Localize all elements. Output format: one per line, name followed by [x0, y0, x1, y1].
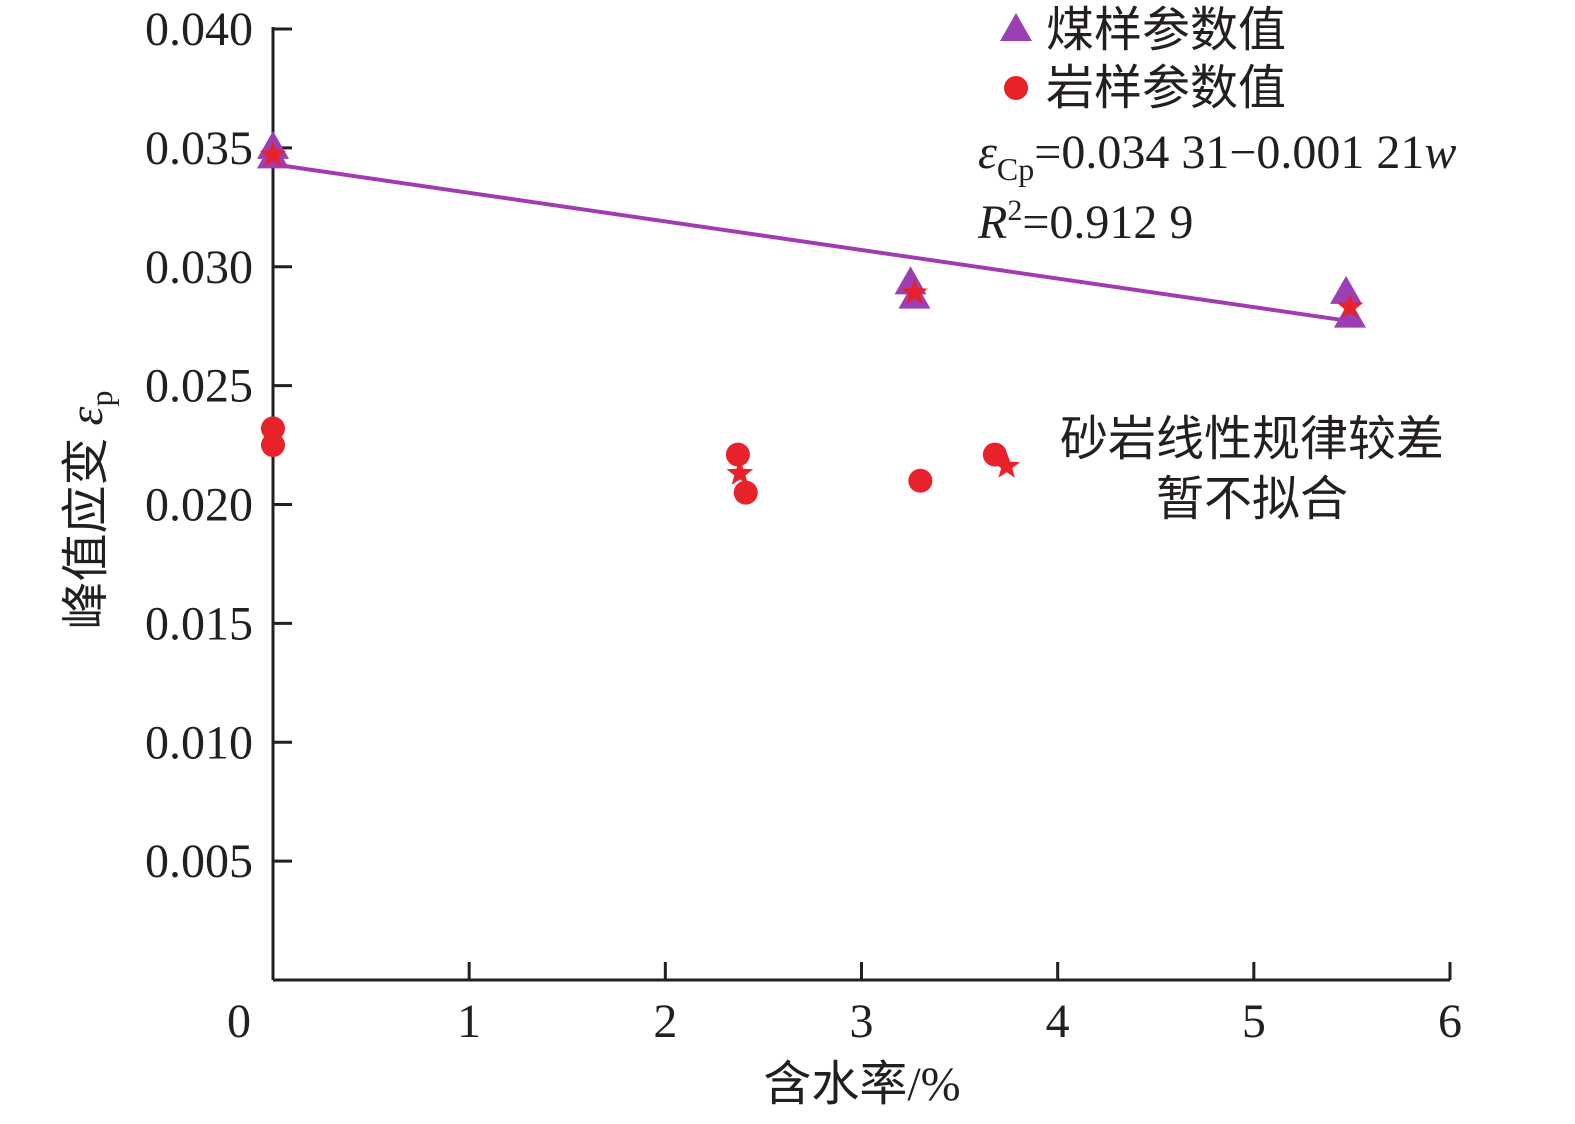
note: 砂岩线性规律较差: [1060, 413, 1444, 466]
y-tick-label: 0.020: [145, 479, 253, 532]
star-point: [901, 278, 928, 305]
x-tick-label: 4: [1046, 995, 1070, 1048]
legend-marker: [1000, 13, 1032, 41]
triangle-point: [1330, 275, 1363, 304]
fit-equation: εCp=0.034 31−0.001 21w: [978, 126, 1456, 187]
y-axis-label: 峰值应变 εp: [60, 391, 119, 630]
circle-point: [908, 468, 933, 493]
y-tick-label: 0.005: [145, 835, 253, 888]
r2-text: =0.912 9: [1022, 196, 1193, 249]
circle-point: [261, 416, 285, 441]
eq-symbol: ε: [978, 126, 997, 179]
star-point: [726, 459, 754, 485]
y-tick-label: 0.015: [145, 597, 253, 650]
circle-point: [725, 442, 750, 467]
circle-point: [261, 433, 285, 458]
y-tick-label: 0.025: [145, 360, 253, 413]
r2-superscript: 2: [1007, 194, 1022, 227]
y-axis-label-subscript: p: [83, 391, 119, 407]
x-tick-label: 3: [850, 995, 874, 1048]
x-tick-label: 6: [1438, 995, 1462, 1048]
star-point: [259, 141, 287, 167]
y-tick-label: 0.040: [145, 3, 253, 56]
legend-label: 岩样参数值: [1046, 62, 1286, 115]
x-tick-label: 1: [457, 995, 481, 1048]
triangle-point: [894, 266, 927, 295]
star-point: [1336, 293, 1364, 319]
star-point: [993, 452, 1020, 478]
x-tick-label: 0: [227, 995, 251, 1048]
eq-variable: w: [1424, 126, 1456, 179]
fit-line: [272, 162, 1353, 324]
eq-subscript: Cp: [997, 151, 1034, 187]
y-axis-label-text: 峰值应变: [60, 425, 113, 629]
circle-point: [733, 480, 758, 505]
legend-marker: [1004, 76, 1028, 100]
y-axis-label-symbol: ε: [60, 406, 113, 425]
x-axis-label: 含水率/%: [763, 1058, 960, 1111]
x-tick-label: 2: [653, 995, 677, 1048]
y-tick-label: 0.030: [145, 241, 253, 294]
y-tick-label: 0.035: [145, 122, 253, 175]
legend-label: 煤样参数值: [1046, 4, 1286, 57]
r-squared: R2=0.912 9: [977, 194, 1193, 249]
x-tick-label: 5: [1242, 995, 1266, 1048]
r2-symbol: R: [977, 196, 1007, 249]
y-tick-label: 0.010: [145, 716, 253, 769]
circle-point: [982, 442, 1007, 467]
eq-text: =0.034 31−0.001 21: [1034, 126, 1424, 179]
note: 暂不拟合: [1156, 473, 1348, 526]
